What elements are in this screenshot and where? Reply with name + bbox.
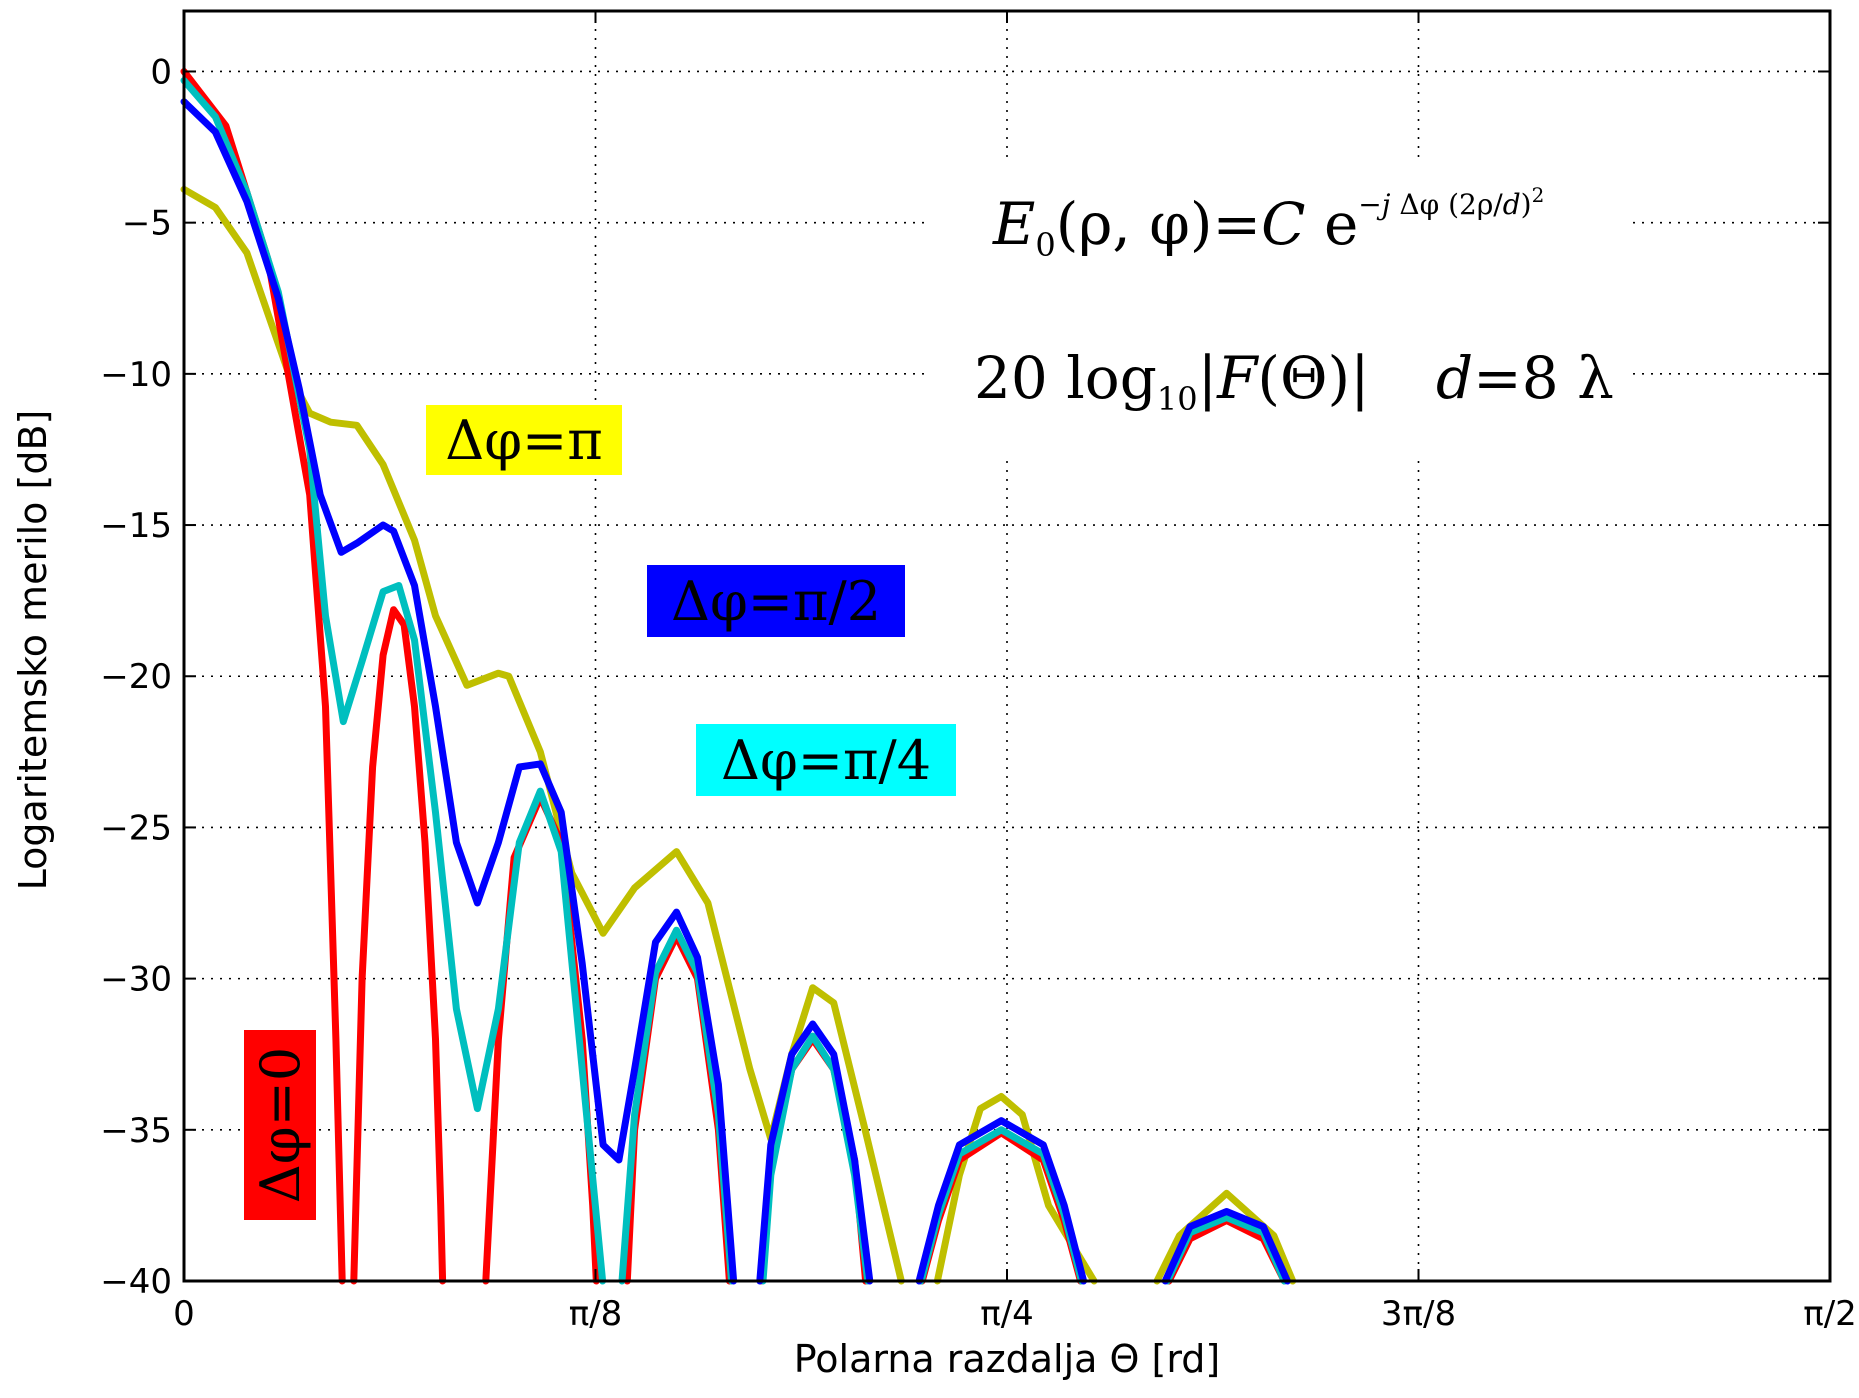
series-labels: Δφ=0 Δφ=π/4 Δφ=π/2 Δφ=π [244, 405, 956, 1220]
tick-marks [183, 11, 1831, 1282]
y-axis-label: Logaritemsko merilo [dB] [11, 410, 55, 891]
series-label-box [426, 405, 622, 475]
series-label-text: Δφ=0 [249, 1047, 312, 1203]
series-label-box [647, 565, 905, 637]
y-tick-label: 0 [150, 52, 172, 92]
grid-lines [184, 11, 1830, 1281]
x-tick-label: 0 [173, 1294, 195, 1334]
tick-labels: 0 π/8 π/4 3π/8 π/2 0 −5 −10 −15 −20 −25 −30 −35 −40 [100, 52, 1857, 1334]
y-tick-label: −15 [100, 506, 172, 546]
y-tick-label: −35 [100, 1111, 172, 1151]
series-label-text: Δφ=π [445, 409, 603, 472]
x-tick-label: π/4 [980, 1294, 1034, 1334]
series-label-box [696, 724, 956, 796]
x-tick-label: π/8 [569, 1294, 623, 1334]
series-line [180, 98, 1291, 1285]
series-label: Δφ=π [426, 405, 622, 475]
y-tick-label: −25 [100, 808, 172, 848]
formula-backdrop [930, 160, 1630, 460]
x-tick-label: π/2 [1803, 1294, 1857, 1334]
series-label: Δφ=0 [244, 1030, 316, 1220]
series-label: Δφ=π/2 [647, 565, 905, 637]
x-tick-label: 3π/8 [1381, 1294, 1456, 1334]
y-tick-label: −10 [100, 355, 172, 395]
x-axis-label: Polarna razdalja Θ [rd] [794, 1337, 1221, 1381]
series-label-box [244, 1030, 316, 1220]
series-line [180, 77, 1288, 1285]
y-tick-label: −40 [100, 1262, 172, 1302]
y-tick-label: −5 [122, 204, 172, 244]
aperture-size: d=8 λ [1436, 344, 1614, 412]
y-tick-label: −30 [100, 960, 172, 1000]
y-tick-label: −20 [100, 657, 172, 697]
series-label-text: Δφ=π/4 [721, 729, 931, 792]
svg-text:d=8 λ: d=8 λ [1436, 344, 1614, 412]
series-label: Δφ=π/4 [696, 724, 956, 796]
series-lines [180, 68, 1297, 1285]
series-label-text: Δφ=π/2 [671, 570, 881, 633]
